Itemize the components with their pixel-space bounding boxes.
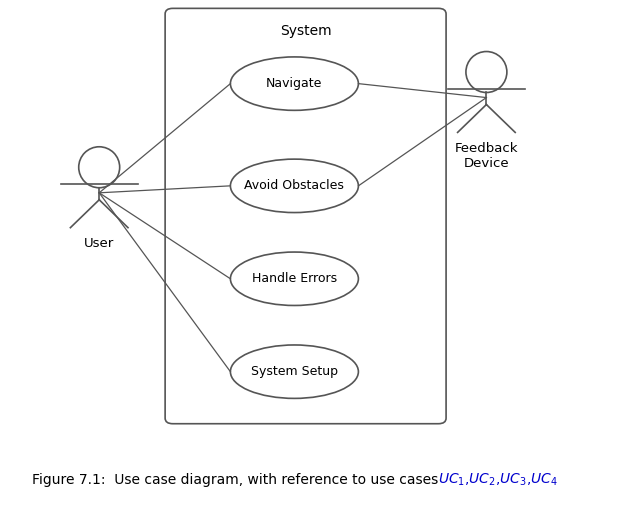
Text: $\mathit{UC}_1$,$\mathit{UC}_2$,$\mathit{UC}_3$,$\mathit{UC}_4$: $\mathit{UC}_1$,$\mathit{UC}_2$,$\mathit… bbox=[438, 472, 558, 488]
Text: Navigate: Navigate bbox=[266, 77, 323, 90]
Text: Figure 7.1:  Use case diagram, with reference to use cases: Figure 7.1: Use case diagram, with refer… bbox=[32, 473, 443, 487]
Text: Handle Errors: Handle Errors bbox=[252, 272, 337, 285]
Text: User: User bbox=[84, 237, 115, 250]
Text: Feedback
Device: Feedback Device bbox=[454, 142, 518, 170]
Text: System Setup: System Setup bbox=[251, 365, 338, 378]
Text: System: System bbox=[280, 24, 332, 38]
Text: Avoid Obstacles: Avoid Obstacles bbox=[244, 179, 344, 192]
